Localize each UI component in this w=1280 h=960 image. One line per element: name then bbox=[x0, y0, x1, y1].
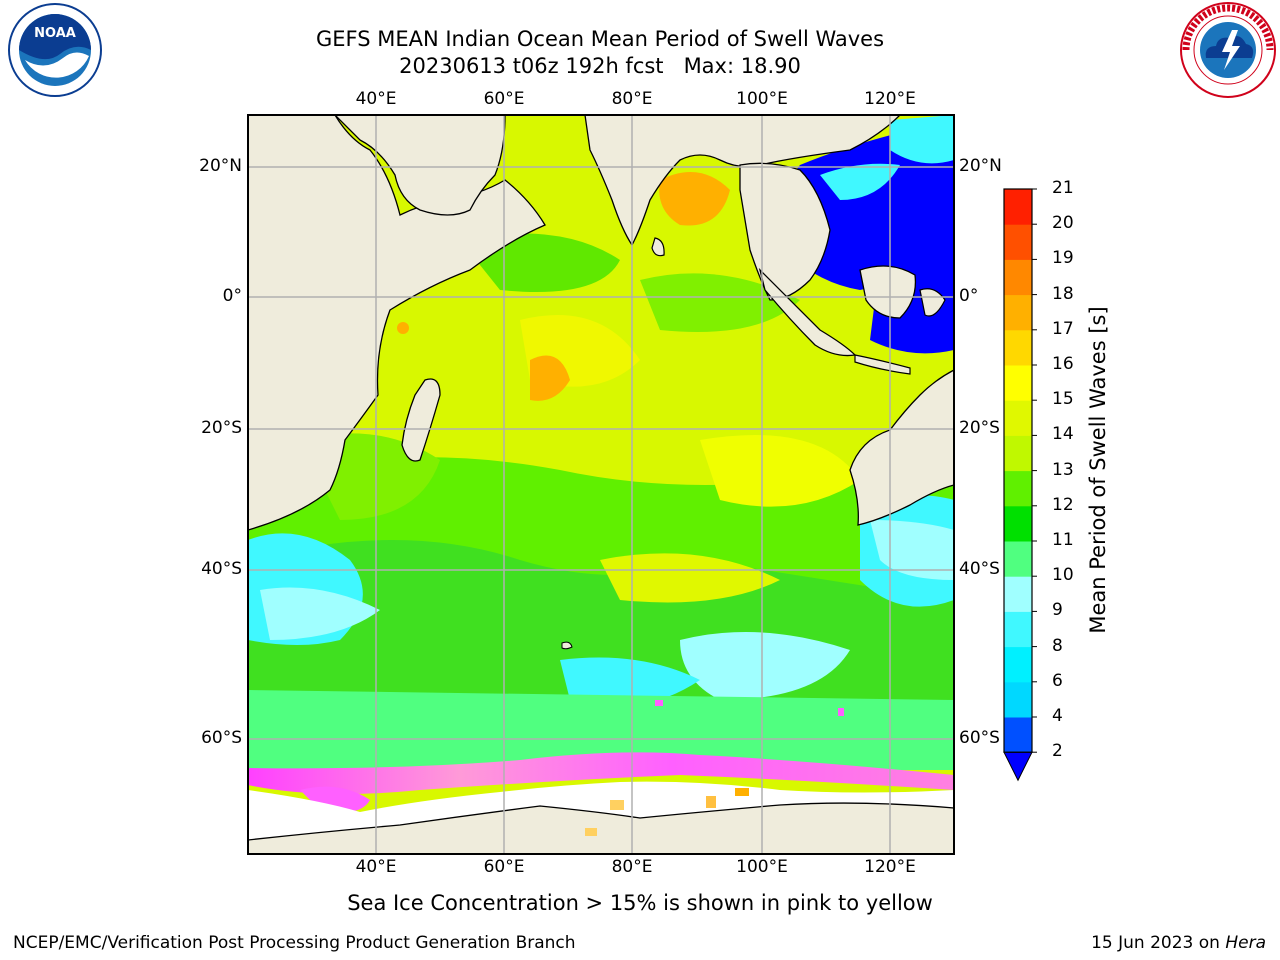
colorbar-tick-label: 10 bbox=[1052, 565, 1074, 586]
colorbar-segment bbox=[1004, 400, 1032, 436]
lon-tick-bottom-2: 60°E bbox=[483, 857, 525, 877]
lon-tick-bottom-4: 100°E bbox=[736, 857, 788, 877]
footer-credit: NCEP/EMC/Verification Post Processing Pr… bbox=[13, 933, 576, 953]
footer-date: 15 Jun 2023 on Hera bbox=[1091, 933, 1266, 953]
lat-tick-left-3: 20°S bbox=[201, 418, 242, 438]
colorbar-tick-label: 2 bbox=[1052, 741, 1063, 762]
sea-ice-note: Sea Ice Concentration > 15% is shown in … bbox=[347, 891, 933, 915]
lon-tick-top-2: 60°E bbox=[483, 89, 525, 109]
lat-tick-right-5: 60°S bbox=[959, 728, 1000, 748]
colorbar-segment bbox=[1004, 329, 1032, 366]
colorbar-extend-arrow bbox=[1003, 751, 1033, 782]
lat-tick-left-2: 0° bbox=[222, 286, 242, 306]
lat-tick-right-2: 0° bbox=[959, 286, 979, 306]
footer-date-text: 15 Jun 2023 on bbox=[1091, 933, 1226, 953]
colorbar-tick-label: 8 bbox=[1052, 635, 1063, 656]
graticule bbox=[248, 115, 954, 854]
colorbar-tick-label: 15 bbox=[1052, 389, 1074, 410]
lon-tick-top-5: 120°E bbox=[864, 89, 916, 109]
footer-machine: Hera bbox=[1225, 933, 1266, 953]
colorbar-segment bbox=[1004, 224, 1032, 260]
colorbar-tick-label: 6 bbox=[1052, 670, 1063, 691]
noaa-logo: NOAA bbox=[8, 3, 102, 97]
colorbar-tick-label: 18 bbox=[1052, 283, 1074, 304]
colorbar-segment bbox=[1004, 189, 1032, 225]
lon-tick-top-4: 100°E bbox=[736, 89, 788, 109]
colorbar-segment bbox=[1004, 681, 1032, 718]
colorbar-tick-label: 14 bbox=[1052, 424, 1074, 445]
colorbar-tick-label: 19 bbox=[1052, 248, 1074, 269]
map-field bbox=[248, 115, 954, 854]
colorbar-segment bbox=[1004, 294, 1032, 331]
lat-tick-left-4: 40°S bbox=[201, 559, 242, 579]
lon-tick-bottom-3: 80°E bbox=[611, 857, 653, 877]
lon-tick-top-1: 40°E bbox=[355, 89, 397, 109]
map-title-line1: GEFS MEAN Indian Ocean Mean Period of Sw… bbox=[315, 27, 885, 51]
map-frame bbox=[247, 114, 955, 855]
lat-tick-left-5: 60°S bbox=[201, 728, 242, 748]
colorbar-tick-label: 20 bbox=[1052, 213, 1074, 234]
lon-tick-bottom-1: 40°E bbox=[355, 857, 397, 877]
colorbar-segment bbox=[1004, 541, 1032, 577]
colorbar-tick-label: 9 bbox=[1052, 600, 1063, 621]
lat-tick-right-3: 20°S bbox=[959, 418, 1000, 438]
lat-tick-right-4: 40°S bbox=[959, 559, 1000, 579]
colorbar-tick-label: 21 bbox=[1052, 178, 1074, 198]
colorbar-segment bbox=[1004, 259, 1032, 296]
colorbar-tick-label: 11 bbox=[1052, 530, 1074, 550]
colorbar-segment bbox=[1004, 611, 1032, 648]
lat-tick-right-1: 20°N bbox=[959, 156, 1002, 176]
noaa-logo-text: NOAA bbox=[34, 26, 76, 41]
colorbar-tick-label: 12 bbox=[1052, 494, 1074, 515]
lat-tick-left-1: 20°N bbox=[199, 156, 242, 176]
colorbar-segment bbox=[1004, 646, 1032, 683]
nws-logo bbox=[1180, 2, 1276, 98]
colorbar-segment bbox=[1004, 435, 1032, 472]
colorbar-label: Mean Period of Swell Waves [s] bbox=[1086, 306, 1110, 634]
colorbar-tick-label: 4 bbox=[1052, 706, 1063, 726]
colorbar-tick-label: 13 bbox=[1052, 459, 1074, 480]
colorbar-segment bbox=[1004, 365, 1032, 401]
colorbar bbox=[1003, 188, 1037, 782]
lon-tick-bottom-5: 120°E bbox=[864, 857, 916, 877]
colorbar-segment bbox=[1004, 470, 1032, 507]
colorbar-tick-label: 17 bbox=[1052, 318, 1074, 339]
lon-tick-top-3: 80°E bbox=[611, 89, 653, 109]
colorbar-segment bbox=[1004, 717, 1032, 753]
colorbar-segment bbox=[1004, 505, 1032, 542]
colorbar-segment bbox=[1004, 576, 1032, 612]
map-title-line2: 20230613 t06z 192h fcst Max: 18.90 bbox=[399, 54, 801, 78]
colorbar-tick-label: 16 bbox=[1052, 354, 1074, 374]
